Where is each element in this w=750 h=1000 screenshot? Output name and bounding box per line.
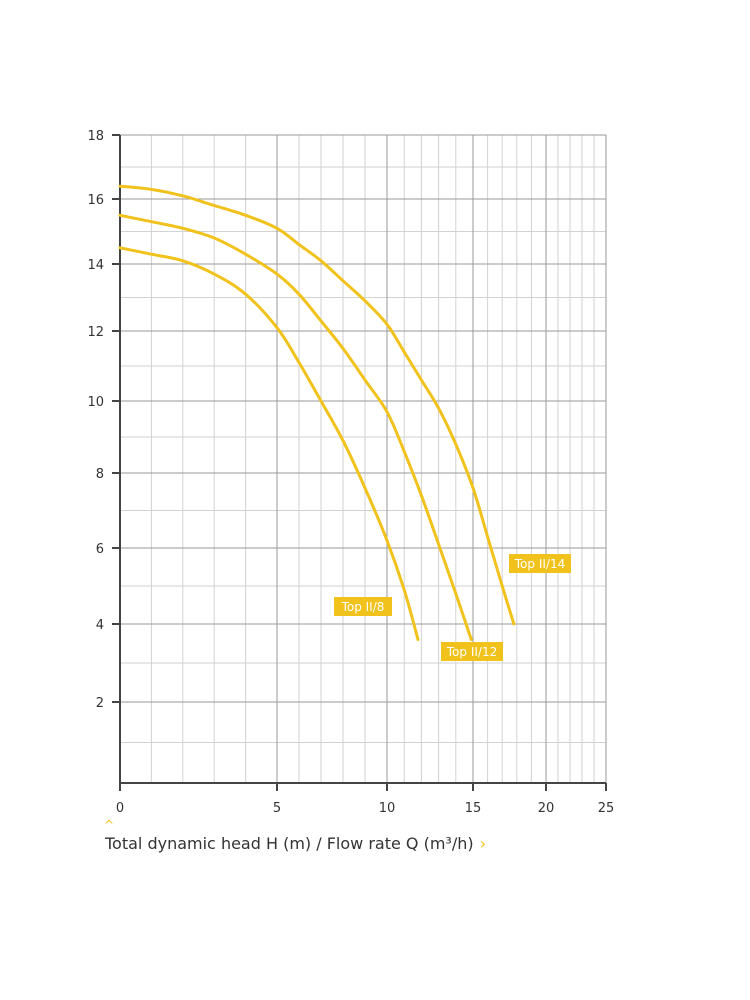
- curve-2: [118, 213, 473, 642]
- curve-3: [118, 184, 516, 626]
- curve-label: Top II/8: [341, 600, 385, 614]
- y-tick-label: 2: [96, 696, 104, 711]
- y-tick-label: 6: [96, 542, 104, 557]
- x-tick-label: 5: [273, 801, 281, 816]
- pump-curve-chart: 2 4 6 8 10 12 14 16 18 0 5 10 15 20 25 Top II/8 Top II/1…: [87, 129, 615, 816]
- y-tick-label: 8: [96, 467, 104, 482]
- curve-label-box: [334, 597, 392, 616]
- y-tick-label: 18: [87, 129, 104, 144]
- curve-1: [118, 246, 420, 642]
- x-tick-label: 10: [379, 801, 396, 816]
- x-tick-label: 0: [116, 801, 124, 816]
- y-tick-label: 10: [87, 395, 104, 410]
- y-tick-label: 12: [87, 325, 104, 340]
- x-tick-label: 20: [538, 801, 555, 816]
- y-tick-label: 4: [96, 618, 104, 633]
- x-tick-label: 15: [465, 801, 482, 816]
- curve-label: Top II/14: [514, 557, 565, 571]
- chevron-right-icon[interactable]: ›: [479, 834, 487, 853]
- y-tick-label: 16: [87, 193, 104, 208]
- curve-label: Top II/12: [446, 645, 497, 659]
- chart-caption: Total dynamic head H (m) / Flow rate Q (…: [105, 834, 486, 853]
- y-tick-label: 14: [87, 258, 104, 273]
- x-tick-label: 25: [598, 801, 615, 816]
- chevron-up-icon[interactable]: ^: [104, 818, 115, 832]
- caption-text: Total dynamic head H (m) / Flow rate Q (…: [105, 834, 474, 853]
- curve-label-box: [509, 554, 571, 573]
- curve-label-box: [441, 642, 503, 661]
